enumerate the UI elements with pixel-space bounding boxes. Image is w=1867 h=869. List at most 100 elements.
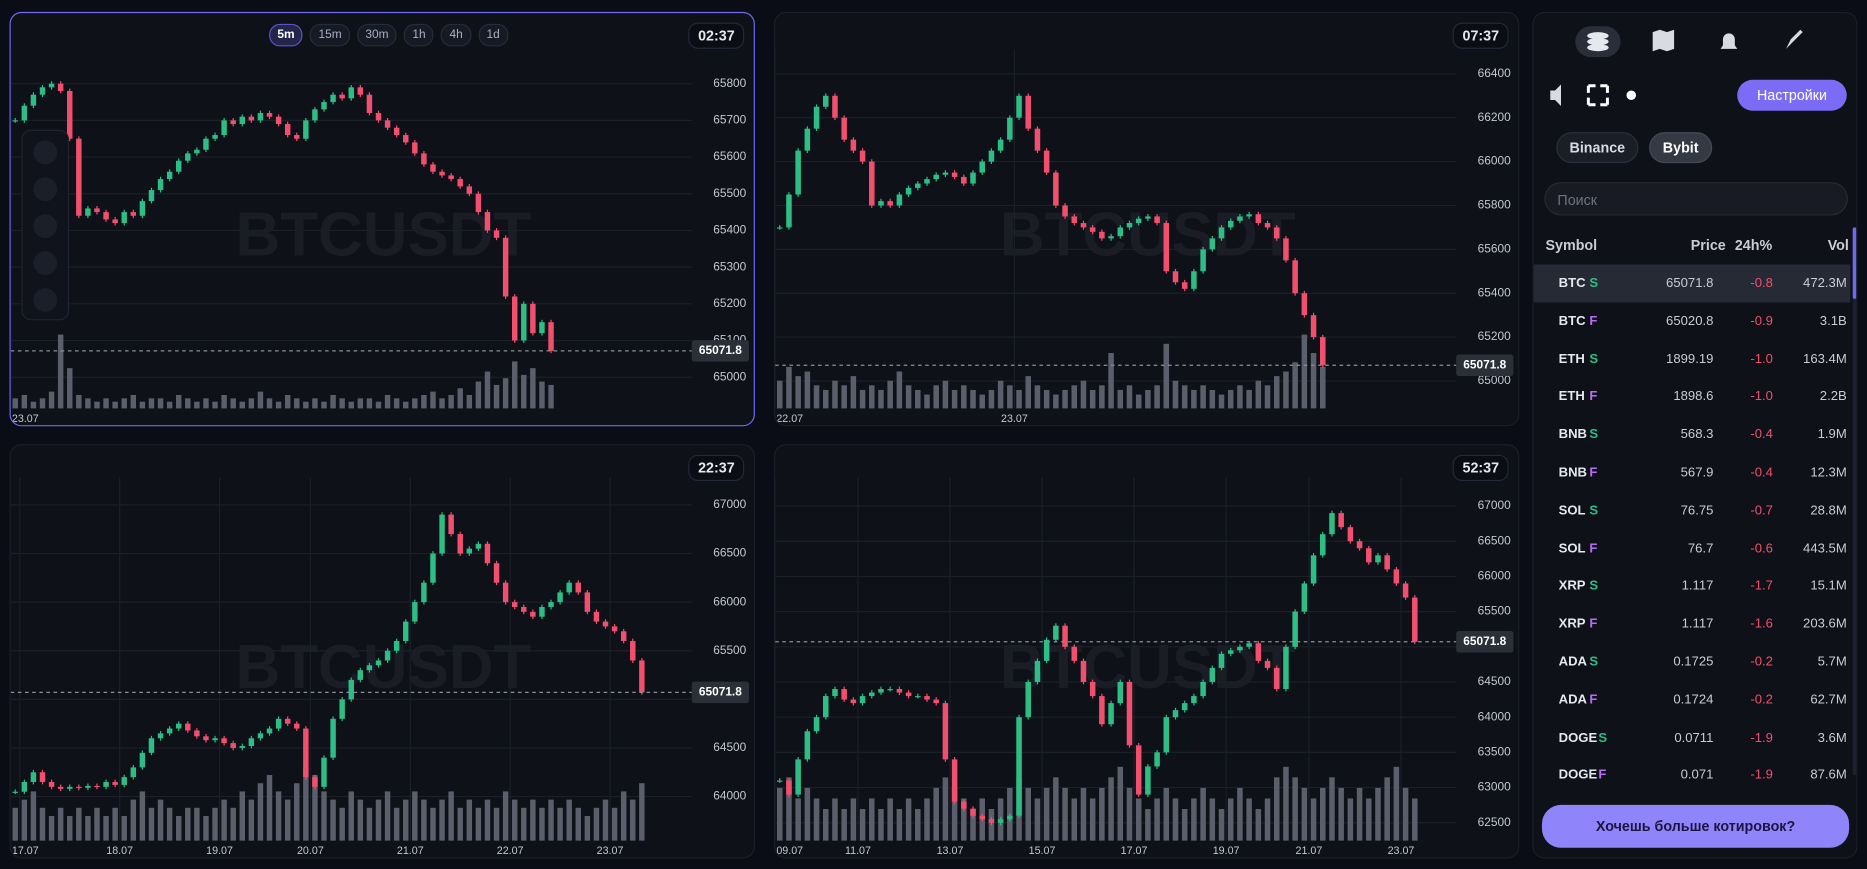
timeframe-button[interactable]: 1h — [404, 23, 434, 47]
candle-body — [942, 703, 949, 760]
x-tick-label: 21.07 — [1296, 845, 1323, 857]
candle-body — [988, 819, 995, 823]
volume-bar — [1053, 777, 1059, 841]
tool-delete[interactable] — [33, 288, 58, 312]
quote-row[interactable]: ADA S 0.1725 -0.2 5.7M — [1534, 643, 1851, 681]
volume-bar — [393, 807, 400, 841]
y-tick-label: 65300 — [713, 259, 746, 273]
volume-bar — [185, 807, 191, 841]
volume-bar — [1108, 353, 1114, 409]
quote-row[interactable]: SOL F 76.7 -0.6 443.5M — [1534, 529, 1851, 567]
table-header[interactable]: Vol — [1827, 236, 1849, 254]
volume-bar — [1089, 389, 1096, 409]
volume-bar — [1034, 798, 1041, 841]
exchange-button[interactable]: Binance — [1556, 132, 1639, 164]
chart-panel[interactable]: BTCUSDT 65000 65200 65400 65600 65800 66000 662… — [773, 11, 1520, 427]
volume-bar — [1016, 389, 1022, 409]
quote-row[interactable]: BTC F 65020.8 -0.9 3.1B — [1534, 302, 1851, 340]
quote-row[interactable]: BTC S 65071.8 -0.8 472.3M — [1533, 264, 1851, 303]
volume-bar — [439, 398, 445, 409]
candle-body — [430, 164, 436, 172]
search-input[interactable]: Поиск — [1544, 182, 1848, 216]
candle-body — [1089, 681, 1096, 697]
quote-row[interactable]: DOGE F 0.071 -1.9 87.6M — [1534, 757, 1851, 795]
tool-ruler[interactable] — [33, 251, 58, 276]
timeframe-button[interactable]: 4h — [441, 23, 472, 47]
volume-bar — [148, 398, 155, 409]
fullscreen[interactable] — [1586, 84, 1609, 107]
quote-row[interactable]: BNB S 568.3 -0.4 1.9M — [1534, 416, 1851, 454]
chart-panel[interactable]: BTCUSDT 65000 65100 65200 65300 65400 65500 656… — [9, 11, 755, 427]
chart-panel[interactable]: BTCUSDT640006450065000655006600066500670… — [9, 444, 755, 859]
nav-bell[interactable] — [1720, 33, 1738, 49]
volume-bar — [493, 384, 500, 409]
volume-bar — [1255, 808, 1262, 841]
volume-bar — [1191, 389, 1197, 409]
candle-body — [421, 153, 427, 165]
timeframe-button[interactable]: 15m — [310, 23, 350, 47]
promo-button[interactable]: Хочешь больше котировок? — [1541, 804, 1850, 848]
tool-line[interactable] — [33, 177, 58, 202]
market-tag: S — [1589, 351, 1599, 367]
quote-row[interactable]: ETH S 1899.19 -1.0 163.4M — [1534, 340, 1851, 378]
candle-body — [175, 723, 182, 729]
candle-body — [1181, 282, 1188, 289]
chart-panel[interactable]: BTCUSDT625006300063500640006450065000655… — [773, 444, 1520, 859]
quote-row[interactable]: ETH F 1898.6 -1.0 2.2B — [1534, 378, 1851, 416]
volume-bar — [1191, 798, 1197, 841]
y-tick-label: 66000 — [1478, 154, 1511, 168]
timer: 07:37 — [1452, 22, 1509, 49]
nav-map[interactable] — [1652, 29, 1675, 52]
timeframe-button[interactable]: 30m — [357, 23, 397, 47]
volume-bar — [878, 808, 884, 841]
table-header[interactable]: Price — [1690, 236, 1726, 254]
quote-row[interactable]: DOGE S 0.0711 -1.9 3.6M — [1534, 719, 1851, 757]
quote-row[interactable]: XRP F 1.117 -1.6 203.6M — [1534, 605, 1851, 643]
volume-bar — [1227, 798, 1234, 841]
quote-row[interactable]: XRP S 1.117 -1.7 15.1M — [1534, 567, 1851, 605]
quote-row[interactable]: SOL S 76.75 -0.7 28.8M — [1534, 492, 1851, 530]
volume-bar — [412, 791, 418, 841]
timeframes: 5m 15m 30m 1h 4h 1d — [269, 23, 509, 47]
quote-row[interactable]: ADA F 0.1724 -0.2 62.7M — [1534, 681, 1851, 719]
settings-button[interactable]: Настройки — [1737, 79, 1847, 111]
candle-body — [294, 135, 300, 139]
timeframe-button[interactable]: 5m — [269, 23, 303, 47]
volume-bar — [988, 389, 995, 409]
candle-body — [57, 786, 64, 789]
candle-body — [1108, 703, 1114, 725]
candle-body — [348, 679, 354, 700]
volume-bar — [776, 380, 783, 409]
y-tick-label: 66200 — [1478, 110, 1511, 124]
volume-bar — [1108, 777, 1114, 841]
candle-body — [502, 237, 509, 297]
volume-bar — [1025, 787, 1032, 841]
volume-bar — [321, 401, 327, 409]
change: -1.0 — [1750, 389, 1773, 405]
x-tick-label: 22.07 — [497, 845, 524, 857]
symbol: BTC — [1558, 276, 1586, 291]
tool-trend[interactable] — [33, 214, 58, 239]
volume-bar — [530, 799, 536, 841]
volume-bar — [915, 808, 921, 841]
candle-body — [1329, 513, 1335, 535]
candle-body — [375, 660, 382, 666]
mute[interactable] — [1550, 84, 1561, 106]
exchange-button[interactable]: Bybit — [1649, 132, 1713, 164]
quote-row[interactable]: BNB F 567.9 -0.4 12.3M — [1534, 454, 1851, 492]
table-header[interactable]: Symbol — [1545, 236, 1598, 254]
candle-body — [1126, 223, 1133, 228]
change: -0.4 — [1750, 465, 1773, 480]
volume-bar — [275, 401, 282, 409]
nav-rocket[interactable] — [1786, 29, 1803, 49]
timeframe-button[interactable]: 1d — [478, 23, 509, 47]
theme[interactable] — [1626, 90, 1637, 101]
tool-alert[interactable] — [33, 140, 58, 165]
candle-body — [511, 602, 518, 607]
candle-body — [121, 777, 127, 785]
volume-bar — [502, 378, 509, 409]
table-header[interactable]: 24h% — [1734, 236, 1773, 254]
candle-body — [502, 582, 509, 603]
candle-body — [1246, 643, 1252, 647]
candle-body — [841, 689, 847, 700]
